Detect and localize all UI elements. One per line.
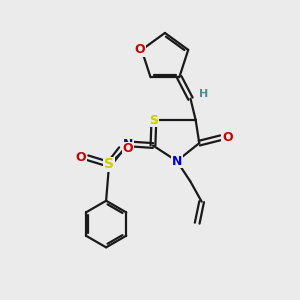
Text: N: N xyxy=(122,137,133,151)
Text: H: H xyxy=(199,89,208,99)
Text: O: O xyxy=(76,151,86,164)
Text: S: S xyxy=(104,157,114,171)
Text: O: O xyxy=(222,131,233,144)
Text: O: O xyxy=(122,142,133,155)
Text: S: S xyxy=(149,114,158,127)
Text: N: N xyxy=(172,154,182,167)
Text: O: O xyxy=(135,44,146,56)
